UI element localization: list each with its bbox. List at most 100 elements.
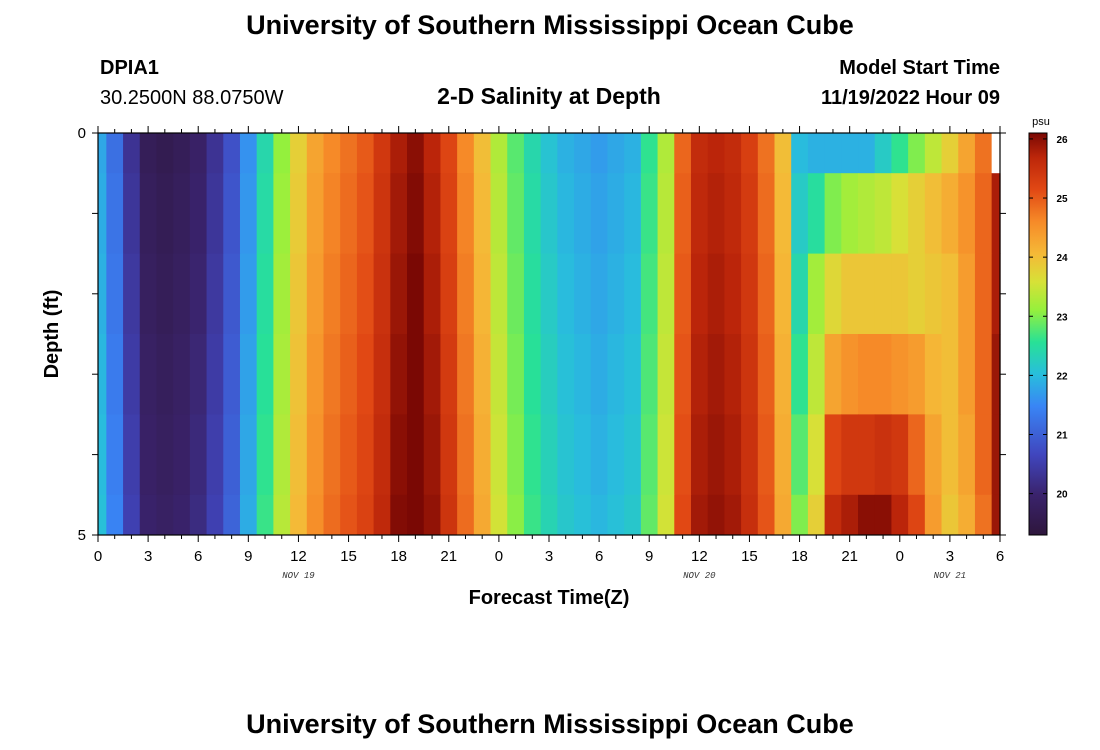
heatmap-cell xyxy=(807,334,826,415)
heatmap-cell xyxy=(373,334,391,415)
heatmap-cell xyxy=(807,133,826,174)
date-label: NOV 21 xyxy=(934,571,966,581)
heatmap-cell xyxy=(590,414,609,496)
heatmap-cell xyxy=(657,414,675,496)
heatmap-cell xyxy=(557,414,575,496)
heatmap-cell xyxy=(98,334,107,415)
heatmap-cell xyxy=(807,173,826,254)
heatmap-cell xyxy=(891,414,909,496)
heatmap-cell xyxy=(724,253,742,335)
heatmap-cell xyxy=(574,173,592,254)
heatmap-cell xyxy=(824,494,842,536)
heatmap-cell xyxy=(390,414,408,496)
heatmap-cell xyxy=(958,133,976,174)
heatmap-cell xyxy=(690,133,709,174)
heatmap-cell xyxy=(991,414,1001,496)
heatmap-cell xyxy=(891,253,909,335)
x-tick-label: 6 xyxy=(996,548,1004,565)
heatmap-cell xyxy=(540,334,558,415)
heatmap-cell xyxy=(724,334,742,415)
heatmap-cell xyxy=(507,173,525,254)
colorbar-tick-label: 24 xyxy=(1056,253,1068,264)
heatmap-cell xyxy=(624,133,642,174)
heatmap-cell xyxy=(858,494,876,536)
colorbar-tick-label: 21 xyxy=(1056,431,1068,442)
heatmap-cell xyxy=(390,173,408,254)
heatmap-cell xyxy=(640,494,659,536)
heatmap-cell xyxy=(774,414,792,496)
heatmap-cell xyxy=(974,334,993,415)
heatmap-cell xyxy=(941,494,959,536)
heatmap-cell xyxy=(340,173,358,254)
heatmap-cell xyxy=(189,334,208,415)
x-tick-label: 15 xyxy=(340,548,357,565)
heatmap-cell xyxy=(123,253,141,335)
heatmap-cell xyxy=(373,414,391,496)
heatmap-cell xyxy=(290,173,308,254)
heatmap-cell xyxy=(941,133,959,174)
y-tick-label: 0 xyxy=(78,125,86,142)
heatmap-cell xyxy=(256,414,274,496)
heatmap-cell xyxy=(908,334,926,415)
heatmap-cell xyxy=(440,173,458,254)
heatmap-cell xyxy=(690,334,709,415)
heatmap-cell xyxy=(858,173,876,254)
heatmap-cell xyxy=(256,494,274,536)
heatmap-cell xyxy=(858,133,876,174)
heatmap-cell xyxy=(858,253,876,335)
heatmap-cell xyxy=(640,133,659,174)
colorbar-ticks: 20 21 22 23 24 25 26 xyxy=(1029,135,1068,501)
colorbar: psu 20 21 22 23 24 25 26 xyxy=(1028,116,1068,536)
heatmap-cell xyxy=(473,133,492,174)
heatmap-cell xyxy=(440,334,458,415)
heatmap-cell xyxy=(106,334,124,415)
heatmap-cell xyxy=(640,334,659,415)
heatmap-cell xyxy=(223,494,241,536)
heatmap-cell xyxy=(523,133,542,174)
x-tick-label: 12 xyxy=(691,548,708,565)
heatmap-cell xyxy=(557,494,575,536)
heatmap-cell xyxy=(941,414,959,496)
colorbar-fill xyxy=(1028,132,1048,536)
heatmap-cell xyxy=(356,133,375,174)
heatmap-cell xyxy=(273,494,291,536)
heatmap-cell xyxy=(123,133,141,174)
x-tick-label: 9 xyxy=(244,548,252,565)
heatmap-cell xyxy=(908,414,926,496)
heatmap-cell xyxy=(273,253,291,335)
heatmap-cell xyxy=(423,494,442,536)
heatmap-cell xyxy=(974,173,993,254)
heatmap-cell xyxy=(373,494,391,536)
heatmap-cell xyxy=(724,173,742,254)
heatmap-cell xyxy=(407,334,425,415)
heatmap-cell xyxy=(223,253,241,335)
heatmap-cell xyxy=(407,414,425,496)
heatmap-cell xyxy=(841,133,859,174)
heatmap-cell xyxy=(98,414,107,496)
heatmap-cell xyxy=(791,494,809,536)
heatmap-cell xyxy=(123,173,141,254)
heatmap-cell xyxy=(908,133,926,174)
heatmap-cell xyxy=(256,133,274,174)
x-tick-label: 0 xyxy=(495,548,503,565)
heatmap-cell xyxy=(941,334,959,415)
heatmap-cell xyxy=(206,133,224,174)
heatmap-cell xyxy=(590,253,609,335)
heatmap-cell xyxy=(924,253,943,335)
heatmap-cell xyxy=(757,494,776,536)
colorbar-tick-label: 22 xyxy=(1056,371,1068,382)
heatmap-cell xyxy=(690,253,709,335)
heatmap-cell xyxy=(457,253,475,335)
heatmap-cell xyxy=(724,494,742,536)
heatmap-cell xyxy=(824,414,842,496)
heatmap-cell xyxy=(858,334,876,415)
heatmap-cell xyxy=(407,133,425,174)
heatmap-cell xyxy=(223,173,241,254)
heatmap-cell xyxy=(624,414,642,496)
heatmap-cell xyxy=(323,334,341,415)
heatmap-cell xyxy=(290,253,308,335)
heatmap-cell xyxy=(841,173,859,254)
heatmap-cell xyxy=(774,494,792,536)
heatmap-cell xyxy=(507,494,525,536)
heatmap-cell xyxy=(473,414,492,496)
